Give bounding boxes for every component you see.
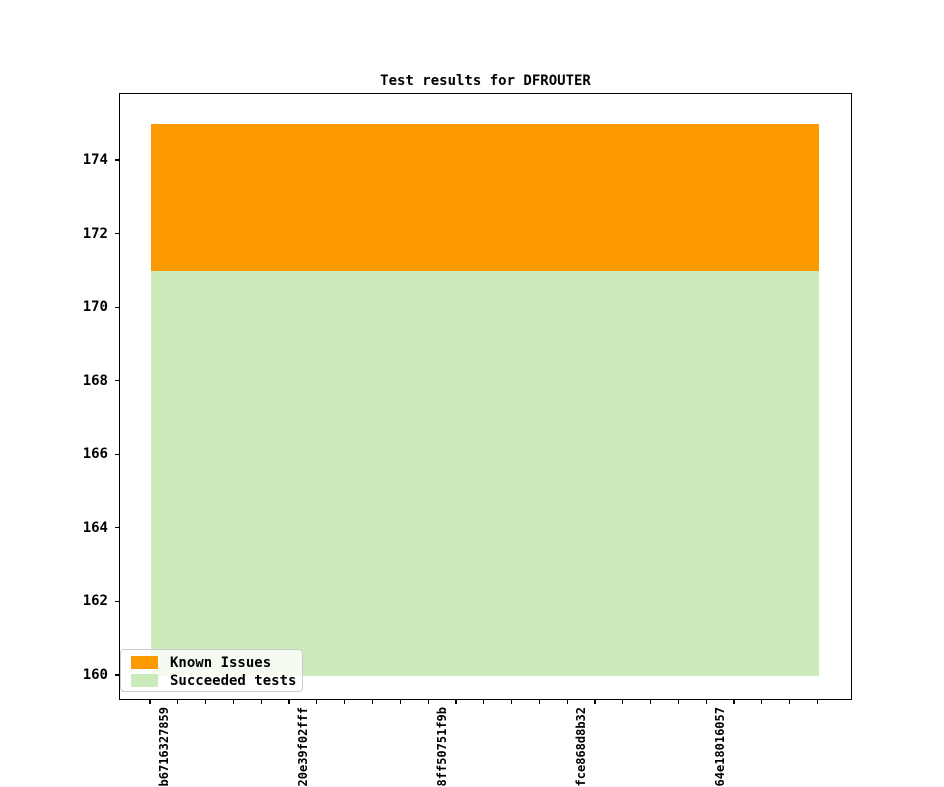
legend-swatch-known-issues [131,656,158,669]
area-band-succeeded-tests [151,271,819,676]
legend-label-known-issues: Known Issues [170,654,272,671]
x-tick [427,700,429,704]
y-tick-label: 160 [82,666,108,683]
y-tick-label: 170 [82,299,108,316]
y-tick [115,232,119,235]
x-tick [677,700,680,704]
y-tick-label: 174 [82,151,108,168]
x-tick [288,700,290,704]
x-tick-label: 2-20e39f02fff [296,707,311,787]
x-tick [149,700,151,704]
x-tick [205,700,207,704]
chart-title: Test results for DFROUTER [380,73,591,89]
x-tick [344,700,346,704]
x-tick [566,700,568,704]
x-tick [399,700,401,704]
x-tick [622,700,624,704]
x-tick [789,700,791,704]
x-tick-label: b6716327859 [157,707,171,787]
x-tick [510,700,513,704]
y-tick-label: 162 [82,593,108,610]
y-tick [115,159,119,161]
x-tick [371,700,374,704]
y-tick-label: 168 [82,372,108,389]
x-tick [260,700,262,704]
y-tick [115,674,119,676]
y-tick [115,380,119,382]
x-tick [316,700,318,704]
x-tick-label: -fce868d8b32 [574,707,589,787]
x-tick [761,700,763,704]
y-tick-label: 164 [82,519,108,536]
y-tick [115,600,119,602]
x-tick [650,700,652,704]
legend-swatch-succeeded-tests [131,674,158,687]
legend-label-succeeded-tests: Succeeded tests [170,672,297,689]
plot-area [119,93,852,700]
x-tick [594,700,596,704]
x-tick [816,700,819,704]
x-tick [538,700,540,704]
y-tick [115,453,119,455]
legend: Known Issues Succeeded tests [120,649,303,692]
area-band-known-issues [151,124,819,272]
legend-entry-succeeded-tests: Succeeded tests [131,672,297,689]
y-tick [115,527,119,529]
x-tick [483,700,485,704]
legend-entry-known-issues: Known Issues [131,654,294,671]
x-tick [733,700,735,704]
x-tick [455,700,457,704]
x-tick-label: -8ff50751f9b [435,707,450,787]
y-tick-label: 166 [82,446,108,463]
x-tick-label: 64e18016057 [713,707,728,787]
y-tick [115,306,119,308]
x-tick [705,700,707,704]
x-tick [232,700,235,704]
x-tick [177,700,179,704]
y-tick-label: 172 [82,225,108,242]
